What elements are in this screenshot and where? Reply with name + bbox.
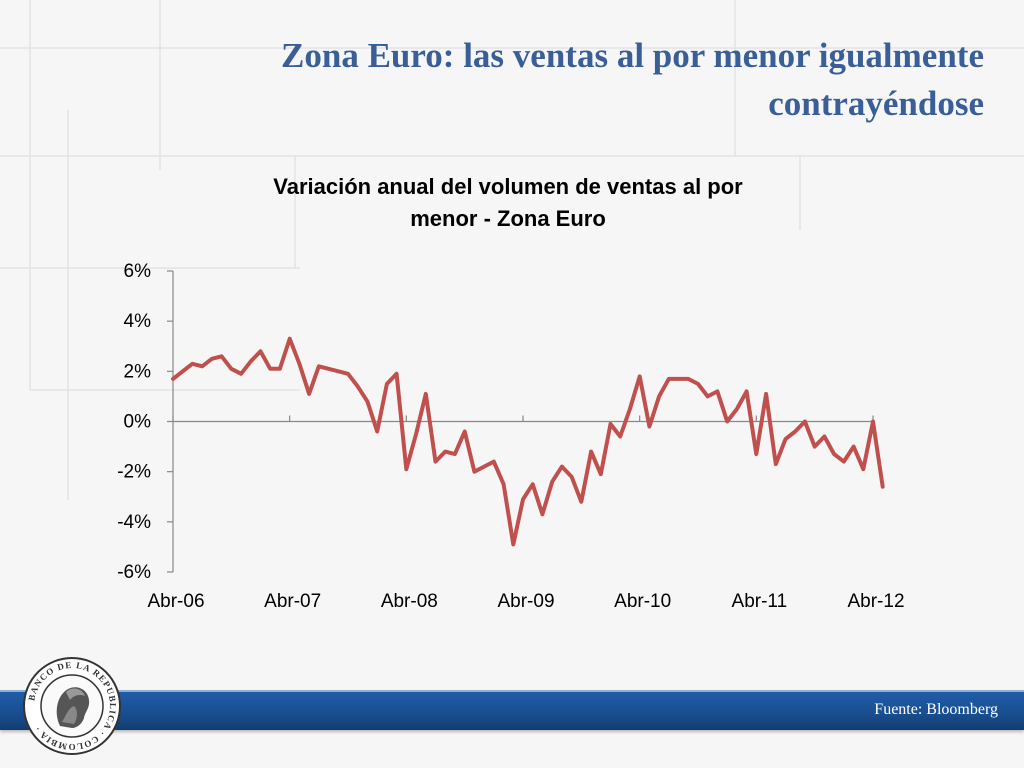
y-tick-label: -4% [117,512,151,533]
x-tick-label: Abr-07 [264,591,321,612]
chart-title-line-2: menor - Zona Euro [410,206,606,231]
x-tick-label: Abr-06 [147,591,204,612]
y-tick-label: 2% [124,361,152,382]
y-tick-label: 4% [124,311,152,332]
banco-republica-seal-logo: BANCO DE LA REPUBLICA · COLOMBIA · [23,657,121,755]
x-tick-label: Abr-12 [847,591,904,612]
slide-title-line-2: contrayéndose [768,84,984,123]
y-tick-label: 0% [124,412,152,433]
series-line [171,336,885,547]
slide-title-line-1: Zona Euro: las ventas al por menor igual… [281,36,984,75]
chart-title-line-1: Variación anual del volumen de ventas al… [273,174,743,199]
chart-plot-area [171,336,885,547]
slide-title: Zona Euro: las ventas al por menor igual… [104,32,984,128]
chart-axes: 6% 4% 2% 0% -2% -4% -6% Abr-06 Abr-07 Abr-08 Abr-0… [117,261,904,612]
y-tick-label: -6% [117,562,151,583]
footer-bar: Fuente: Bloomberg [0,690,1024,730]
x-tick-label: Abr-11 [732,591,788,612]
x-tick-label: Abr-09 [497,591,554,612]
x-tick-label: Abr-10 [614,591,671,612]
y-tick-label: 6% [124,261,152,282]
source-note: Fuente: Bloomberg [874,701,998,718]
x-tick-label: Abr-08 [381,591,438,612]
line-chart: Variación anual del volumen de ventas al… [117,174,904,612]
y-tick-label: -2% [117,462,151,483]
